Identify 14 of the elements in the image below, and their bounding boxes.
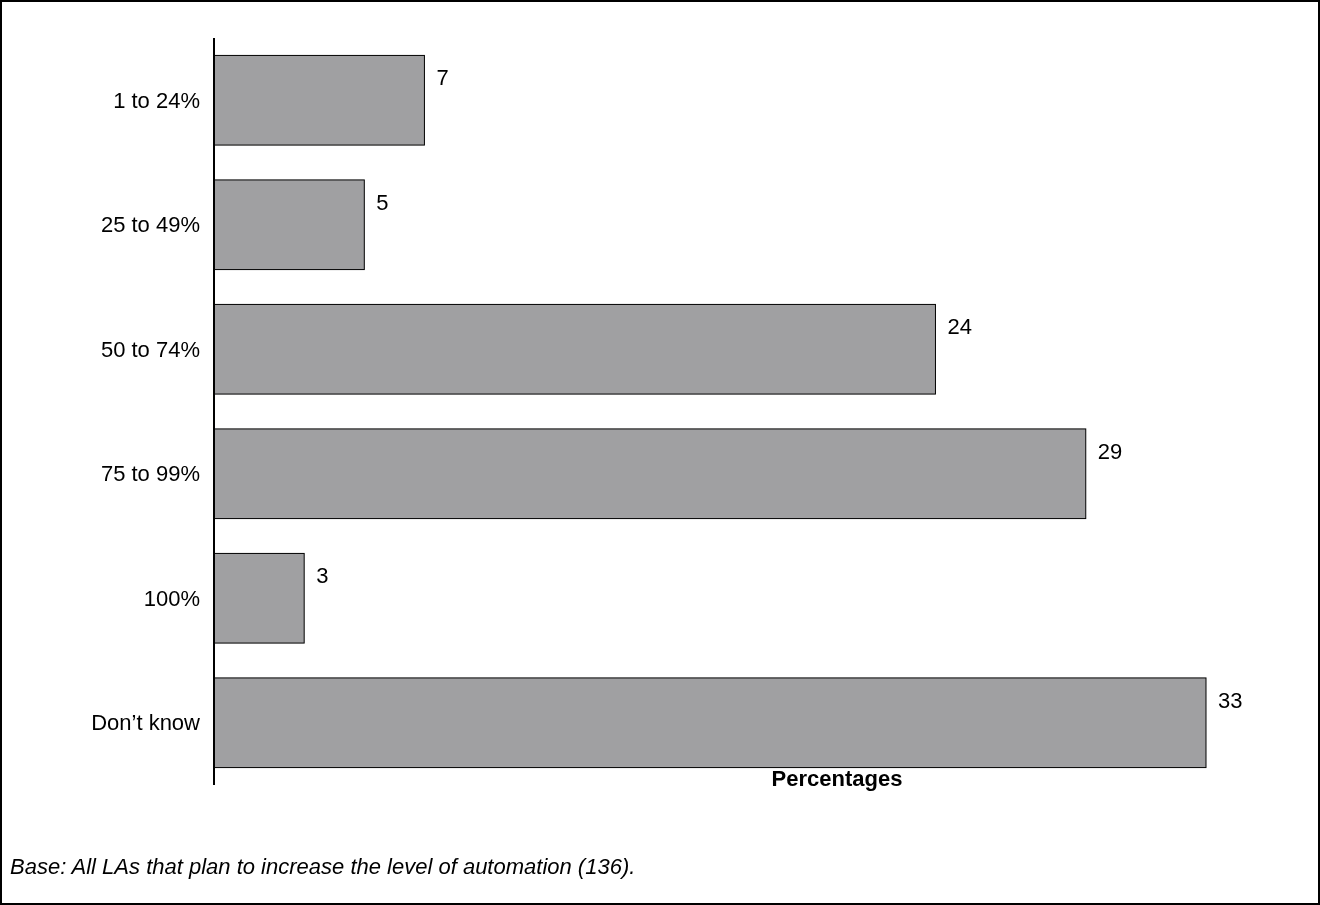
text: Base: All LAs that plan to increase the level of automation (136). — [10, 854, 636, 879]
data-label: 24 — [947, 314, 972, 340]
y-tick-label: 100% — [143, 585, 200, 611]
y-tick-label: 50 to 74% — [100, 336, 200, 362]
data-label: 5 — [376, 189, 389, 215]
data-label: 3 — [316, 563, 329, 589]
y-tick-label: 25 to 49% — [100, 212, 200, 238]
data-label: 7 — [436, 65, 449, 91]
y-tick-label: 1 to 24% — [113, 87, 200, 113]
y-tick-label: Don’t know — [91, 710, 201, 736]
y-tick-label: 75 to 99% — [100, 461, 200, 487]
data-label: 29 — [1097, 438, 1123, 464]
x-axis-title: Percentages — [771, 766, 903, 791]
data-label: 33 — [1218, 687, 1243, 713]
